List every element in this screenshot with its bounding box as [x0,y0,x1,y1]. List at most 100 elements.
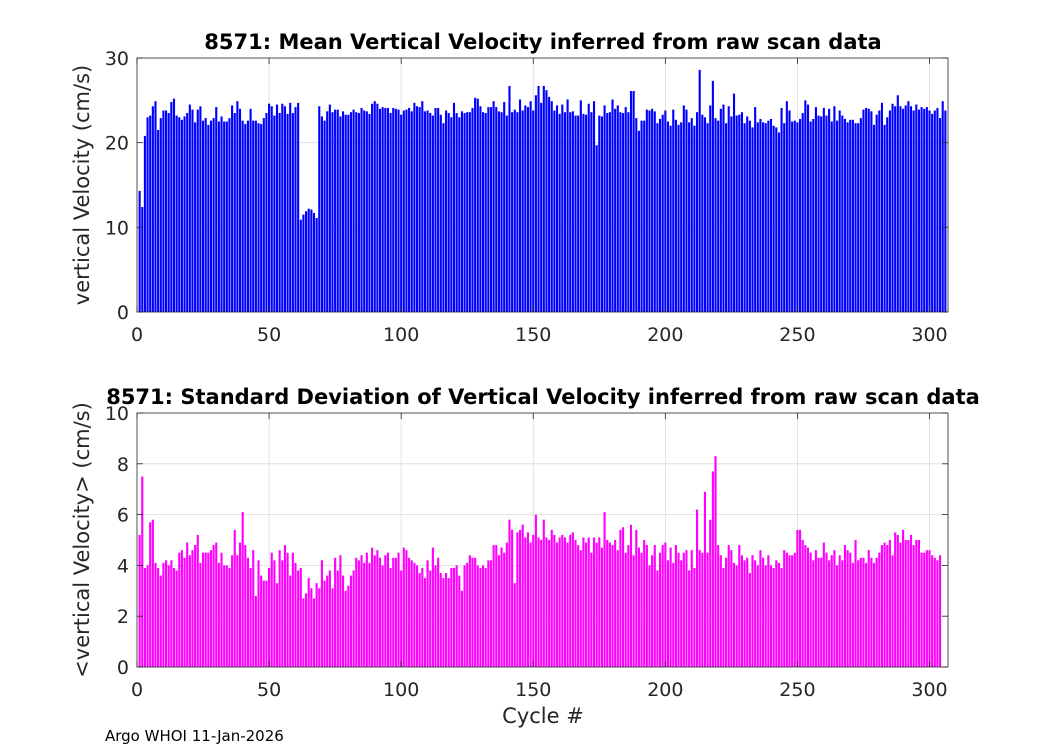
bar [439,114,442,312]
bar [180,119,183,312]
bar [452,567,456,667]
bar [310,588,313,667]
bar [283,106,286,312]
bar [606,540,609,667]
bar [265,580,268,667]
bar [656,123,659,313]
bar [154,562,157,667]
bar [843,545,847,667]
bar [513,583,516,667]
bar [252,550,255,667]
bar [204,118,207,312]
bar [899,106,902,312]
bar [518,529,522,667]
bar [867,550,870,667]
bar [384,107,387,312]
bar [767,120,770,312]
y-tick-label: 8 [117,454,129,476]
bar [281,103,284,312]
bar [862,557,865,667]
x-tick-label: 300 [911,324,947,346]
bar [172,567,176,667]
bar [917,109,920,312]
x-tick-label: 250 [779,324,815,346]
bar [334,557,337,667]
bar [690,118,693,312]
bar [249,108,252,312]
x-tick-label: 50 [257,324,281,346]
bar [151,519,154,667]
bar [344,114,347,312]
bar [846,550,849,667]
bar [468,555,471,667]
bar [500,112,503,312]
bar [167,113,170,313]
bar [400,114,403,312]
bar [859,118,862,312]
y-tick-label: 30 [105,48,129,70]
bar [735,115,738,312]
bar [814,107,817,313]
bar [537,537,540,667]
bar [878,110,881,312]
bar [482,565,485,667]
bar [526,532,530,667]
bar [754,560,757,667]
bar [238,108,242,312]
y-tick-label: 10 [105,403,129,425]
bar [476,98,479,312]
bar [725,123,728,313]
bar [149,522,152,667]
bar [759,550,762,667]
bar [688,570,691,667]
bar [460,111,463,312]
bar [574,115,577,312]
bar [867,108,870,312]
bar [347,585,350,667]
bar [553,534,556,667]
bar [471,107,474,312]
bar [780,567,783,667]
bar [260,575,263,667]
bar [199,106,202,312]
bar [397,109,400,312]
bar [698,550,701,667]
bar [355,557,358,667]
bar [666,121,670,312]
bar [801,113,804,313]
bar [349,112,353,312]
bar [252,120,255,312]
bar [814,550,817,667]
bar [426,110,429,312]
bar [915,104,918,312]
bar [806,547,810,667]
bar [233,529,236,667]
bar [323,580,326,667]
bar [809,552,812,667]
bar [305,593,308,667]
bar [682,105,685,312]
bar [178,552,181,667]
bar [735,565,738,667]
bar [746,557,749,667]
bar [410,560,413,667]
bar [841,115,844,312]
bar [558,113,561,312]
bar [886,117,889,313]
x-tick-label: 200 [647,679,683,701]
bar [157,567,160,667]
bar [619,112,622,312]
bar [912,545,915,667]
bar [307,208,310,312]
bar [497,111,500,312]
bar [524,537,527,667]
bar [439,573,442,667]
bar [223,565,226,667]
bar [532,110,535,312]
bar [283,545,286,667]
bar [146,117,149,313]
bar [780,107,783,312]
bar [661,114,664,312]
y-axis-label: <vertical Velocity> (cm/s) [70,402,94,678]
bar [220,116,223,312]
